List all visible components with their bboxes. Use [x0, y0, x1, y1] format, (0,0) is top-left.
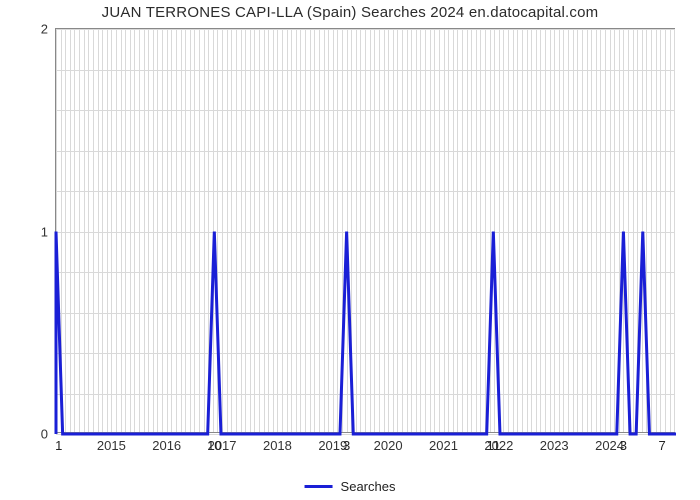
- x-tick-label: 2023: [540, 438, 569, 453]
- peak-label: 10: [207, 438, 221, 453]
- y-tick-label: 2: [41, 22, 56, 37]
- y-tick-label: 1: [41, 224, 56, 239]
- x-tick-label: 2015: [97, 438, 126, 453]
- x-tick-label: 2021: [429, 438, 458, 453]
- searches-chart: JUAN TERRONES CAPI-LLA (Spain) Searches …: [0, 0, 700, 500]
- y-tick-label: 0: [41, 427, 56, 442]
- series-line: [56, 29, 676, 434]
- peak-label: 3: [620, 438, 627, 453]
- x-tick-label: 2016: [152, 438, 181, 453]
- legend-label: Searches: [341, 479, 396, 494]
- chart-legend: Searches: [305, 479, 396, 494]
- peak-label: 1: [55, 438, 62, 453]
- x-tick-label: 2020: [374, 438, 403, 453]
- peak-label: 11: [487, 438, 501, 453]
- chart-title: JUAN TERRONES CAPI-LLA (Spain) Searches …: [0, 4, 700, 21]
- peak-label: 3: [343, 438, 350, 453]
- legend-swatch: [305, 485, 333, 488]
- plot-area: 0122015201620172018201920202021202220232…: [55, 28, 675, 433]
- peak-label: 7: [659, 438, 666, 453]
- x-tick-label: 2018: [263, 438, 292, 453]
